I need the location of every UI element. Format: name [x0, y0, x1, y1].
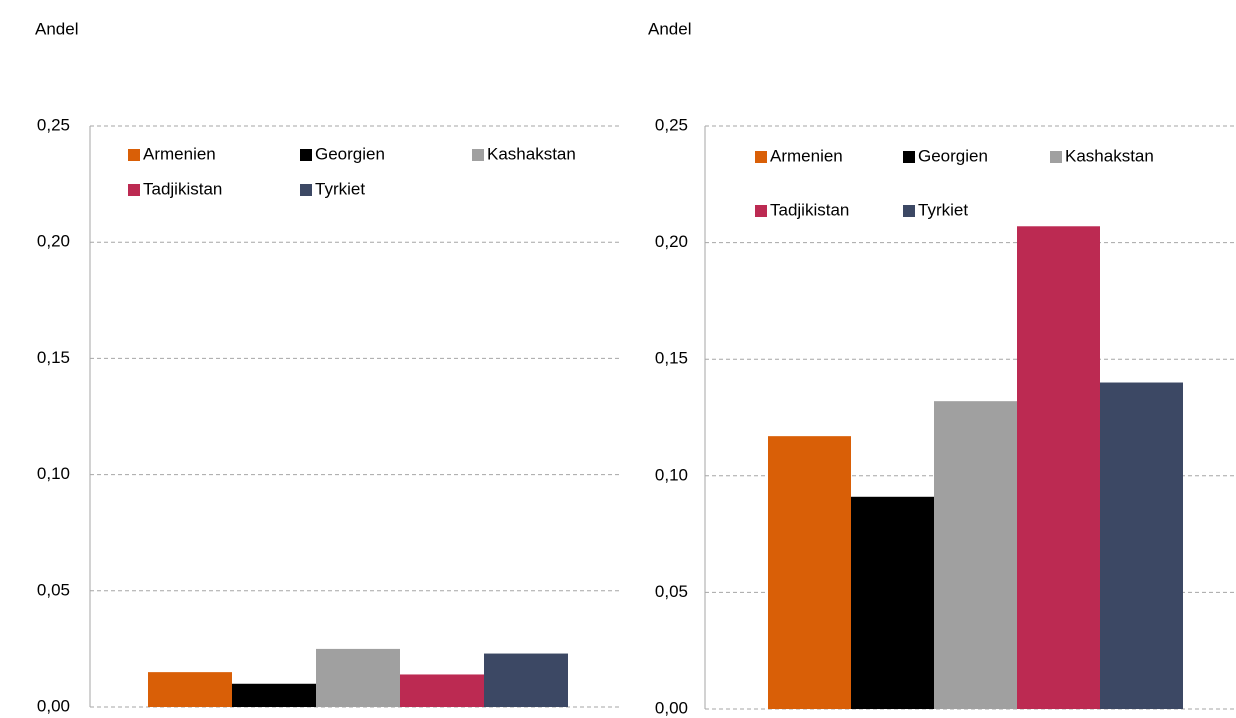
- legend-label: Armenien: [143, 144, 216, 163]
- y-tick-label: 0,15: [37, 348, 70, 367]
- bar: [934, 401, 1017, 709]
- y-tick-label: 0,00: [37, 696, 70, 715]
- y-tick-label: 0,25: [37, 115, 70, 134]
- legend-label: Kashakstan: [1065, 146, 1154, 165]
- legend-label: Georgien: [315, 144, 385, 163]
- legend-swatch: [903, 205, 915, 217]
- legend-swatch: [755, 151, 767, 163]
- bar: [316, 648, 400, 707]
- y-tick-label: 0,20: [655, 232, 688, 251]
- legend-label: Georgien: [918, 146, 988, 165]
- y-tick-label: 0,25: [655, 115, 688, 134]
- legend-swatch: [128, 149, 140, 161]
- legend-swatch: [300, 149, 312, 161]
- legend-label: Tadjikistan: [770, 200, 849, 219]
- y-tick-label: 0,05: [655, 582, 688, 601]
- y-tick-label: 0,05: [37, 580, 70, 599]
- bar: [768, 436, 851, 709]
- legend-label: Kashakstan: [487, 144, 576, 163]
- y-axis-label: Andel: [648, 19, 691, 38]
- bar: [1100, 382, 1183, 709]
- legend-swatch: [128, 184, 140, 196]
- legend-swatch: [472, 149, 484, 161]
- bar: [1017, 226, 1100, 709]
- legend-label: Armenien: [770, 146, 843, 165]
- legend-label: Tyrkiet: [315, 179, 365, 198]
- legend-swatch: [755, 205, 767, 217]
- bar: [148, 672, 232, 707]
- legend-swatch: [1050, 151, 1062, 163]
- y-tick-label: 0,20: [37, 232, 70, 251]
- legend-swatch: [300, 184, 312, 196]
- y-tick-label: 0,10: [655, 465, 688, 484]
- bar: [851, 496, 934, 709]
- y-tick-label: 0,10: [37, 464, 70, 483]
- y-tick-label: 0,00: [655, 698, 688, 717]
- bar: [484, 653, 568, 707]
- bar: [400, 674, 484, 707]
- legend-label: Tadjikistan: [143, 179, 222, 198]
- legend-label: Tyrkiet: [918, 200, 968, 219]
- legend-swatch: [903, 151, 915, 163]
- y-tick-label: 0,15: [655, 349, 688, 368]
- bar: [232, 683, 316, 707]
- y-axis-label: Andel: [35, 19, 78, 38]
